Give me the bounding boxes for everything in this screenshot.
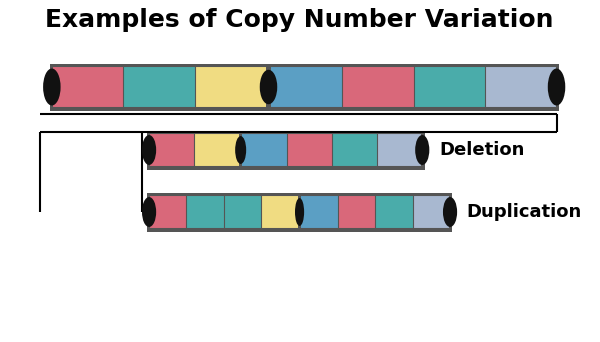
Bar — [194, 133, 239, 167]
Bar — [376, 195, 413, 229]
Bar — [343, 66, 414, 108]
Bar — [149, 133, 194, 167]
Ellipse shape — [260, 70, 277, 104]
Ellipse shape — [142, 197, 156, 227]
Ellipse shape — [295, 198, 304, 226]
Bar — [149, 195, 450, 229]
Text: Deletion: Deletion — [439, 141, 524, 159]
Bar — [147, 193, 452, 232]
Ellipse shape — [142, 135, 156, 165]
Bar — [52, 66, 123, 108]
Bar — [271, 66, 343, 108]
Bar — [301, 195, 338, 229]
Bar — [50, 64, 559, 110]
Bar — [52, 66, 557, 108]
Bar — [123, 66, 194, 108]
Bar — [187, 195, 224, 229]
Bar — [485, 66, 557, 108]
Bar — [224, 195, 261, 229]
Bar — [261, 195, 298, 229]
Bar — [338, 195, 376, 229]
Bar — [194, 66, 266, 108]
Text: Duplication: Duplication — [467, 203, 582, 221]
Ellipse shape — [43, 68, 61, 105]
Text: Examples of Copy Number Variation: Examples of Copy Number Variation — [46, 8, 554, 32]
Bar — [414, 66, 485, 108]
Bar — [149, 133, 422, 167]
Bar — [377, 133, 422, 167]
Bar — [287, 133, 332, 167]
Ellipse shape — [235, 136, 246, 164]
Bar — [147, 131, 425, 170]
Bar — [413, 195, 450, 229]
Ellipse shape — [548, 68, 565, 105]
Bar — [242, 133, 287, 167]
Bar — [332, 133, 377, 167]
Bar — [149, 195, 187, 229]
Ellipse shape — [443, 197, 457, 227]
Ellipse shape — [415, 135, 430, 165]
